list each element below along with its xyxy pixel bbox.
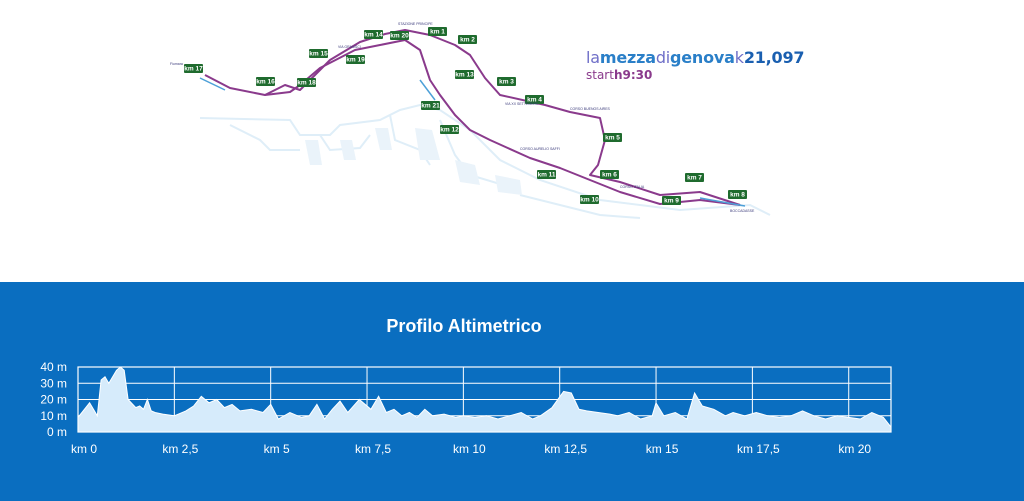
race-distance: 21,097: [743, 48, 805, 67]
svg-text:STAZIONE PRINCIPE: STAZIONE PRINCIPE: [398, 22, 433, 26]
km-marker-label: km 21: [421, 103, 440, 110]
x-tick-label: km 17,5: [737, 442, 780, 456]
km-marker: km 7: [685, 173, 704, 182]
km-marker-label: km 5: [605, 135, 620, 142]
km-marker-label: km 7: [687, 175, 702, 182]
km-marker-label: km 19: [346, 57, 365, 64]
km-marker: km 2: [458, 35, 477, 44]
route-highlight: [199, 77, 746, 207]
km-marker-label: km 3: [499, 79, 514, 86]
elevation-profile-section: Profilo Altimetrico 0 m 10 m 20 m 30 m 40 m …: [0, 282, 1024, 501]
brand-k: k: [734, 48, 744, 67]
km-marker-label: km 20: [390, 33, 409, 40]
km-marker-label: km 4: [527, 97, 542, 104]
km-marker: km 11: [537, 170, 556, 179]
x-tick-label: km 7,5: [355, 442, 391, 456]
km-marker: km 8: [728, 190, 747, 199]
km-markers: km 1 km 2 km 3 km 4 km 5 km 6 km 7 km 8 km 9 km 1…: [184, 27, 747, 205]
event-logo: lamezzadigenovak21,097: [586, 48, 805, 67]
km-marker-label: km 8: [730, 192, 745, 199]
port-areas: [305, 128, 522, 195]
brand-mezza: mezza: [599, 48, 656, 67]
y-tick-label: 30 m: [40, 376, 67, 390]
km-marker: km 12: [440, 125, 459, 134]
x-tick-label: km 15: [646, 442, 679, 456]
km-marker-label: km 6: [602, 172, 617, 179]
y-axis-labels: 0 m 10 m 20 m 30 m 40 m: [40, 360, 67, 439]
x-tick-label: km 12,5: [544, 442, 587, 456]
x-tick-label: km 0: [71, 442, 97, 456]
km-marker: km 19: [346, 55, 365, 64]
km-marker-label: km 14: [364, 32, 383, 39]
x-axis-labels: km 0 km 2,5 km 5 km 7,5 km 10 km 12,5 km 15 km …: [71, 442, 871, 456]
km-marker: km 5: [603, 133, 622, 142]
km-marker-label: km 2: [460, 37, 475, 44]
svg-text:CORSO ITALIA: CORSO ITALIA: [620, 185, 645, 189]
x-tick-label: km 2,5: [162, 442, 198, 456]
km-marker: km 21: [421, 101, 440, 110]
x-tick-label: km 20: [838, 442, 871, 456]
km-marker-label: km 18: [297, 80, 316, 87]
brand-la: la: [586, 48, 600, 67]
street-labels: STAZIONE PRINCIPE VIA GRAMSCI VIA XX SET…: [170, 22, 755, 213]
y-tick-label: 0 m: [47, 425, 67, 439]
km-marker-label: km 16: [256, 79, 275, 86]
km-marker-label: km 12: [440, 127, 459, 134]
brand-di: di: [655, 48, 671, 67]
km-marker-label: km 1: [430, 29, 445, 36]
start-time-line: starth9:30: [586, 68, 804, 82]
y-tick-label: 20 m: [40, 393, 67, 407]
event-brand: lamezzadigenovak21,097 starth9:30: [586, 48, 805, 82]
start-time: h9:30: [613, 68, 653, 82]
km-marker-label: km 11: [537, 172, 555, 179]
km-marker: km 9: [662, 196, 681, 205]
km-marker-label: km 9: [664, 198, 679, 205]
y-tick-label: 10 m: [40, 409, 67, 423]
km-marker: km 17: [184, 64, 203, 73]
km-marker-label: km 10: [580, 197, 599, 204]
y-tick-label: 40 m: [40, 360, 67, 374]
km-marker: km 20: [390, 31, 409, 40]
brand-genova: genova: [670, 48, 735, 67]
svg-text:CORSO AURELIO SAFFI: CORSO AURELIO SAFFI: [520, 147, 560, 151]
km-marker: km 14: [364, 30, 383, 39]
km-marker-label: km 15: [309, 51, 328, 58]
x-tick-label: km 10: [453, 442, 486, 456]
svg-text:VIA GRAMSCI: VIA GRAMSCI: [338, 45, 361, 49]
km-marker: km 10: [580, 195, 599, 204]
start-label: start: [586, 68, 614, 82]
race-route-map: km 1 km 2 km 3 km 4 km 5 km 6 km 7 km 8 km 9 km 1…: [170, 22, 771, 219]
km-marker: km 13: [455, 70, 474, 79]
km-marker-label: km 17: [184, 66, 203, 73]
x-tick-label: km 5: [264, 442, 290, 456]
km-marker: km 18: [297, 78, 316, 87]
km-marker: km 16: [256, 77, 275, 86]
svg-text:BOCCADASSE: BOCCADASSE: [730, 209, 755, 213]
map-section: km 1 km 2 km 3 km 4 km 5 km 6 km 7 km 8 km 9 km 1…: [170, 22, 805, 219]
profile-title: Profilo Altimetrico: [386, 316, 542, 336]
elevation-chart: 0 m 10 m 20 m 30 m 40 m km 0 km 2,5 km 5 km 7,5…: [40, 360, 892, 456]
route-path: [204, 29, 741, 206]
svg-text:Fiumara: Fiumara: [170, 62, 183, 66]
km-marker: km 4: [525, 95, 544, 104]
elevation-area: [77, 366, 892, 433]
svg-text:VIA XX SETTEMBRE: VIA XX SETTEMBRE: [505, 102, 539, 106]
km-marker: km 1: [428, 27, 447, 36]
km-marker: km 3: [497, 77, 516, 86]
km-marker: km 6: [600, 170, 619, 179]
svg-text:CORSO BUENOS AIRES: CORSO BUENOS AIRES: [570, 107, 611, 111]
km-marker-label: km 13: [455, 72, 474, 79]
km-marker: km 15: [309, 49, 328, 58]
